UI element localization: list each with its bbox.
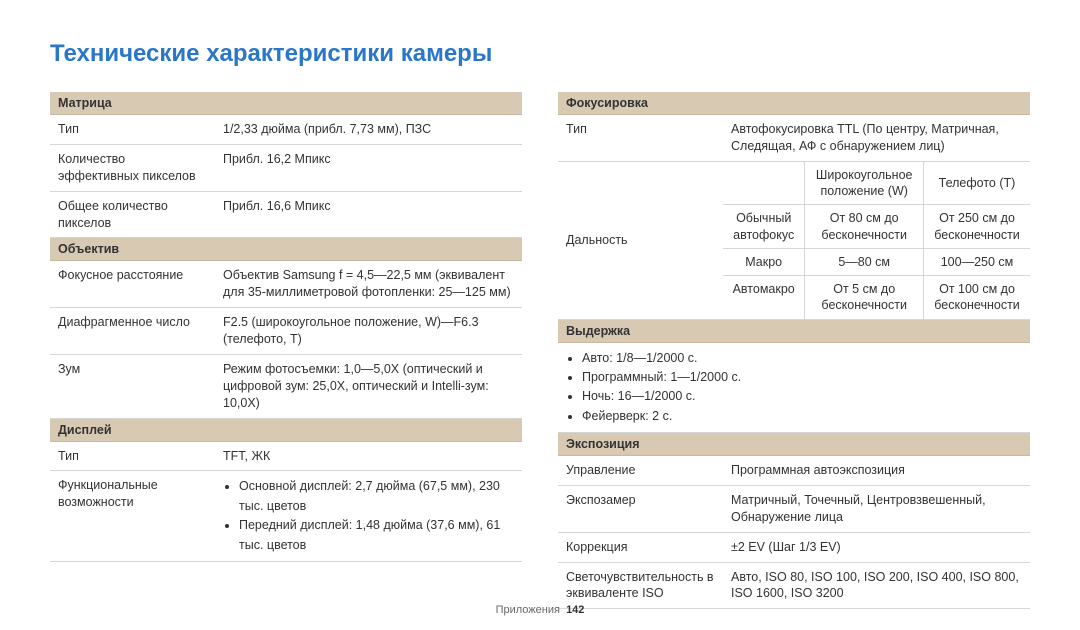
section-focus-header: Фокусировка bbox=[558, 92, 1030, 115]
list-item: Основной дисплей: 2,7 дюйма (67,5 мм), 2… bbox=[239, 477, 514, 516]
range-grid-cell: Широкоугольное положение (W) Телефото (T… bbox=[723, 161, 1030, 319]
spec-label: Управление bbox=[558, 456, 723, 485]
section-shutter-header: Выдержка bbox=[558, 320, 1030, 343]
grid-value: 5—80 см bbox=[805, 248, 924, 275]
section-matrix-header: Матрица bbox=[50, 92, 522, 115]
list-item: Фейерверк: 2 с. bbox=[582, 407, 1022, 426]
table-row: Тип TFT, ЖК bbox=[50, 442, 522, 471]
table-row: Фокусное расстояние Объектив Samsung f =… bbox=[50, 261, 522, 307]
spec-value: Основной дисплей: 2,7 дюйма (67,5 мм), 2… bbox=[215, 471, 522, 562]
table-row: Тип 1/2,33 дюйма (прибл. 7,73 мм), ПЗС bbox=[50, 115, 522, 144]
table-row: Управление Программная автоэкспозиция bbox=[558, 456, 1030, 485]
grid-value: От 250 см до бесконечности bbox=[924, 205, 1030, 249]
left-column: Матрица Тип 1/2,33 дюйма (прибл. 7,73 мм… bbox=[50, 92, 522, 609]
spec-label: Тип bbox=[50, 115, 215, 144]
footer-section: Приложения bbox=[496, 604, 560, 616]
spec-label: Тип bbox=[558, 115, 723, 161]
grid-rowlabel: Автомакро bbox=[723, 276, 805, 319]
table-row: Тип Автофокусировка TTL (По центру, Матр… bbox=[558, 115, 1030, 161]
table-row: Авто: 1/8—1/2000 с. Программный: 1—1/200… bbox=[558, 343, 1030, 433]
spec-label: Общее количество пикселов bbox=[50, 191, 215, 238]
spec-label: Светочувствительность в эквиваленте ISO bbox=[558, 562, 723, 609]
grid-value: От 100 см до бесконечности bbox=[924, 276, 1030, 319]
page-footer: Приложения 142 bbox=[0, 604, 1080, 616]
right-column: Фокусировка Тип Автофокусировка TTL (По … bbox=[558, 92, 1030, 609]
section-matrix-table: Тип 1/2,33 дюйма (прибл. 7,73 мм), ПЗС К… bbox=[50, 115, 522, 238]
grid-rowlabel: Обычный автофокус bbox=[723, 205, 805, 249]
section-display-table: Тип TFT, ЖК Функциональные возможности О… bbox=[50, 442, 522, 562]
section-exposure-table: Управление Программная автоэкспозиция Эк… bbox=[558, 456, 1030, 609]
list-item: Ночь: 16—1/2000 с. bbox=[582, 387, 1022, 406]
spec-value: Автофокусировка TTL (По центру, Матрична… bbox=[723, 115, 1030, 161]
spec-label: Зум bbox=[50, 354, 215, 418]
section-focus-table: Тип Автофокусировка TTL (По центру, Матр… bbox=[558, 115, 1030, 320]
spec-value: Программная автоэкспозиция bbox=[723, 456, 1030, 485]
grid-value: От 5 см до бесконечности bbox=[805, 276, 924, 319]
table-row: Количество эффективных пикселов Прибл. 1… bbox=[50, 144, 522, 191]
spec-value: Матричный, Точечный, Центровзвешенный, О… bbox=[723, 485, 1030, 532]
spec-value: F2.5 (широкоугольное положение, W)—F6.3 … bbox=[215, 308, 522, 355]
spec-label: Экспозамер bbox=[558, 485, 723, 532]
spec-value: Объектив Samsung f = 4,5—22,5 мм (эквива… bbox=[215, 261, 522, 307]
spec-value: TFT, ЖК bbox=[215, 442, 522, 471]
range-grid: Широкоугольное положение (W) Телефото (T… bbox=[723, 162, 1030, 319]
section-exposure-header: Экспозиция bbox=[558, 433, 1030, 456]
spec-label: Диафрагменное число bbox=[50, 308, 215, 355]
spec-label: Дальность bbox=[558, 161, 723, 319]
spec-value: Режим фотосъемки: 1,0—5,0X (оптический и… bbox=[215, 354, 522, 418]
spec-value: Прибл. 16,6 Мпикс bbox=[215, 191, 522, 238]
section-display-header: Дисплей bbox=[50, 419, 522, 442]
table-row: Общее количество пикселов Прибл. 16,6 Мп… bbox=[50, 191, 522, 238]
spec-value: Прибл. 16,2 Мпикс bbox=[215, 144, 522, 191]
spec-label: Тип bbox=[50, 442, 215, 471]
list-item: Авто: 1/8—1/2000 с. bbox=[582, 349, 1022, 368]
footer-page-number: 142 bbox=[566, 604, 584, 616]
grid-rowlabel: Макро bbox=[723, 248, 805, 275]
spec-value: Авто: 1/8—1/2000 с. Программный: 1—1/200… bbox=[558, 343, 1030, 433]
section-lens-table: Фокусное расстояние Объектив Samsung f =… bbox=[50, 261, 522, 418]
grid-value: От 80 см до бесконечности bbox=[805, 205, 924, 249]
page-title: Технические характеристики камеры bbox=[50, 40, 1030, 68]
grid-header: Широкоугольное положение (W) bbox=[805, 162, 924, 205]
table-row: Диафрагменное число F2.5 (широкоугольное… bbox=[50, 308, 522, 355]
grid-value: 100—250 см bbox=[924, 248, 1030, 275]
spec-label: Количество эффективных пикселов bbox=[50, 144, 215, 191]
grid-header: Телефото (T) bbox=[924, 162, 1030, 205]
spec-label: Фокусное расстояние bbox=[50, 261, 215, 307]
list-item: Передний дисплей: 1,48 дюйма (37,6 мм), … bbox=[239, 516, 514, 555]
table-row: Светочувствительность в эквиваленте ISO … bbox=[558, 562, 1030, 609]
spec-columns: Матрица Тип 1/2,33 дюйма (прибл. 7,73 мм… bbox=[50, 92, 1030, 609]
list-item: Программный: 1—1/2000 с. bbox=[582, 368, 1022, 387]
table-row: Дальность Широкоугольное положение (W) Т… bbox=[558, 161, 1030, 319]
table-row: Экспозамер Матричный, Точечный, Центровз… bbox=[558, 485, 1030, 532]
spec-label: Коррекция bbox=[558, 532, 723, 562]
spec-label: Функциональные возможности bbox=[50, 471, 215, 562]
section-shutter-table: Авто: 1/8—1/2000 с. Программный: 1—1/200… bbox=[558, 343, 1030, 434]
section-lens-header: Объектив bbox=[50, 238, 522, 261]
table-row: Зум Режим фотосъемки: 1,0—5,0X (оптическ… bbox=[50, 354, 522, 418]
spec-value: ±2 EV (Шаг 1/3 EV) bbox=[723, 532, 1030, 562]
table-row: Функциональные возможности Основной дисп… bbox=[50, 471, 522, 562]
spec-value: 1/2,33 дюйма (прибл. 7,73 мм), ПЗС bbox=[215, 115, 522, 144]
spec-value: Авто, ISO 80, ISO 100, ISO 200, ISO 400,… bbox=[723, 562, 1030, 609]
table-row: Коррекция ±2 EV (Шаг 1/3 EV) bbox=[558, 532, 1030, 562]
